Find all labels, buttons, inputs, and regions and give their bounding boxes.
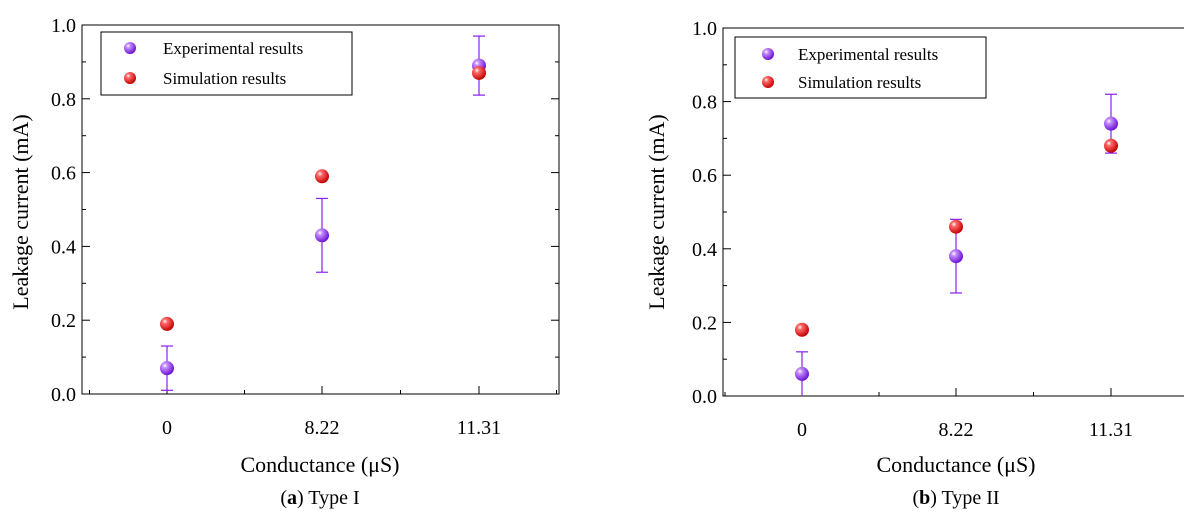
x-tick-label: 8.22 xyxy=(939,419,974,441)
experimental-point xyxy=(315,228,329,243)
x-tick-label: 0 xyxy=(162,417,172,439)
panel-caption: (a) Type I xyxy=(280,487,359,509)
legend: Experimental results Simulation results xyxy=(734,36,987,99)
caption-text: ) Type I xyxy=(297,487,360,509)
legend-marker-experimental xyxy=(124,42,136,54)
y-tick-labels: 0.0 0.2 0.4 0.6 0.8 1.0 xyxy=(692,18,717,408)
legend-marker-simulation xyxy=(124,72,136,84)
simulation-point xyxy=(315,169,329,184)
y-tick-label: 0.2 xyxy=(692,312,717,334)
y-tick-label: 1.0 xyxy=(692,18,717,40)
experimental-point xyxy=(1104,116,1118,131)
experimental-point xyxy=(949,249,963,264)
y-tick-labels: 0.0 0.2 0.4 0.6 0.8 1.0 xyxy=(51,15,76,406)
simulation-point xyxy=(1104,138,1118,153)
x-tick-label: 0 xyxy=(797,419,807,441)
axis-ticks xyxy=(82,24,559,395)
data-marks xyxy=(160,35,486,391)
experimental-point xyxy=(795,366,809,381)
legend-label-experimental: Experimental results xyxy=(163,39,303,58)
y-tick-label: 0.8 xyxy=(692,92,717,114)
simulation-point xyxy=(472,65,486,80)
y-axis-title: Leakage current (mA) xyxy=(8,114,33,309)
legend-box xyxy=(100,31,353,96)
y-tick-label: 0.4 xyxy=(692,239,717,261)
y-tick-label: 0.8 xyxy=(51,89,76,111)
axis-ticks xyxy=(723,27,1112,397)
x-tick-label: 8.22 xyxy=(305,417,340,439)
y-tick-label: 0.0 xyxy=(692,386,717,408)
legend-marker-experimental xyxy=(762,48,774,60)
experimental-point xyxy=(160,361,174,376)
panel-caption: (b) Type II xyxy=(912,487,999,509)
y-tick-label: 0.4 xyxy=(51,236,76,258)
y-tick-label: 0.6 xyxy=(692,165,717,187)
legend-label-simulation: Simulation results xyxy=(163,69,286,88)
y-tick-label: 0.0 xyxy=(51,384,76,406)
legend-marker-simulation xyxy=(762,76,774,88)
y-tick-label: 0.6 xyxy=(51,163,76,185)
legend-label-simulation: Simulation results xyxy=(798,73,921,92)
x-tick-labels: 0 8.22 11.31 xyxy=(797,419,1133,441)
caption-text: ) Type II xyxy=(930,487,999,509)
x-tick-label: 11.31 xyxy=(457,417,501,439)
y-axis-title: Leakage current (mA) xyxy=(644,114,669,309)
x-axis-title: Conductance (μS) xyxy=(876,452,1035,477)
legend: Experimental results Simulation results xyxy=(100,31,353,96)
simulation-point xyxy=(949,219,963,234)
y-tick-label: 1.0 xyxy=(51,15,76,37)
x-axis-title: Conductance (μS) xyxy=(240,452,399,477)
y-tick-label: 0.2 xyxy=(51,310,76,332)
caption-letter: b xyxy=(919,487,930,509)
simulation-point xyxy=(160,316,174,331)
x-tick-label: 11.31 xyxy=(1089,419,1133,441)
x-tick-labels: 0 8.22 11.31 xyxy=(162,417,501,439)
legend-label-experimental: Experimental results xyxy=(798,45,938,64)
simulation-point xyxy=(795,322,809,337)
chart-panel-type-ii: 0.0 0.2 0.4 0.6 0.8 1.0 0 8.22 11.31 Conductanc… xyxy=(644,18,1184,509)
legend-box xyxy=(734,36,987,99)
chart-panel-type-i: 0.0 0.2 0.4 0.6 0.8 1.0 0 8.22 11.31 Conductanc… xyxy=(8,15,560,509)
caption-letter: a xyxy=(287,487,297,509)
data-marks xyxy=(795,93,1118,396)
